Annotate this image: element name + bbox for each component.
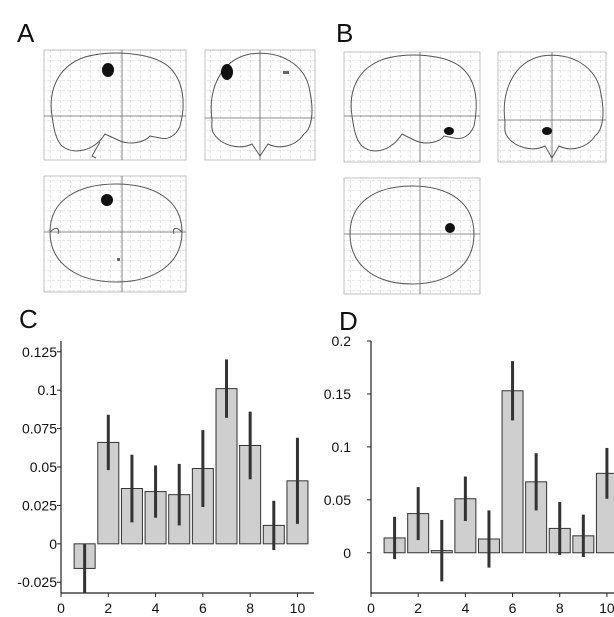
panel-a-glass-brain <box>43 49 316 293</box>
y-tick-label: 0.15 <box>324 386 351 402</box>
x-tick-label: 2 <box>104 600 112 616</box>
y-tick-label: 0.125 <box>22 344 57 360</box>
y-tick-label: 0.025 <box>22 497 57 513</box>
sagittal-view-b <box>343 51 481 163</box>
activation-blob-icon <box>221 64 233 80</box>
axial-view-a <box>43 175 187 293</box>
x-tick-label: 4 <box>461 600 469 616</box>
x-tick-label: 4 <box>152 600 160 616</box>
x-tick-label: 10 <box>599 600 614 616</box>
x-tick-label: 6 <box>199 600 207 616</box>
y-tick-label: 0.2 <box>332 333 352 349</box>
x-tick-label: 8 <box>246 600 254 616</box>
activation-blob-icon <box>445 223 455 233</box>
activation-blob-icon <box>101 194 113 206</box>
x-tick-label: 10 <box>290 600 306 616</box>
activation-blob-icon <box>444 127 454 135</box>
bar <box>595 472 614 554</box>
coronal-view-a <box>204 49 316 161</box>
x-tick-label: 0 <box>57 600 65 616</box>
axial-view-b <box>343 177 481 295</box>
activation-blob-icon <box>542 127 552 135</box>
y-tick-label: 0.05 <box>30 459 57 475</box>
y-tick-label: -0.025 <box>17 574 57 590</box>
sagittal-view-a <box>43 49 187 161</box>
coronal-view-b <box>497 51 607 163</box>
activation-blob-icon <box>102 63 114 77</box>
panel-letter-b: B <box>336 18 353 48</box>
x-tick-label: 6 <box>509 600 517 616</box>
y-tick-label: 0.1 <box>332 439 352 455</box>
bar-chart-d: 0 0.05 0.1 0.15 0.2 0 2 4 6 8 10 <box>324 333 614 616</box>
panel-b-glass-brain <box>343 51 607 295</box>
panel-letter-a: A <box>17 18 35 48</box>
y-tick-label: 0.1 <box>38 382 58 398</box>
y-tick-label: 0 <box>49 536 57 552</box>
y-tick-label: 0.05 <box>324 492 351 508</box>
x-tick-label: 2 <box>414 600 422 616</box>
y-tick-label: 0 <box>343 545 351 561</box>
x-tick-label: 8 <box>556 600 564 616</box>
y-tick-label: 0.075 <box>22 421 57 437</box>
x-tick-label: 0 <box>367 600 375 616</box>
panel-letter-d: D <box>339 306 358 336</box>
panel-letter-c: C <box>19 304 38 334</box>
